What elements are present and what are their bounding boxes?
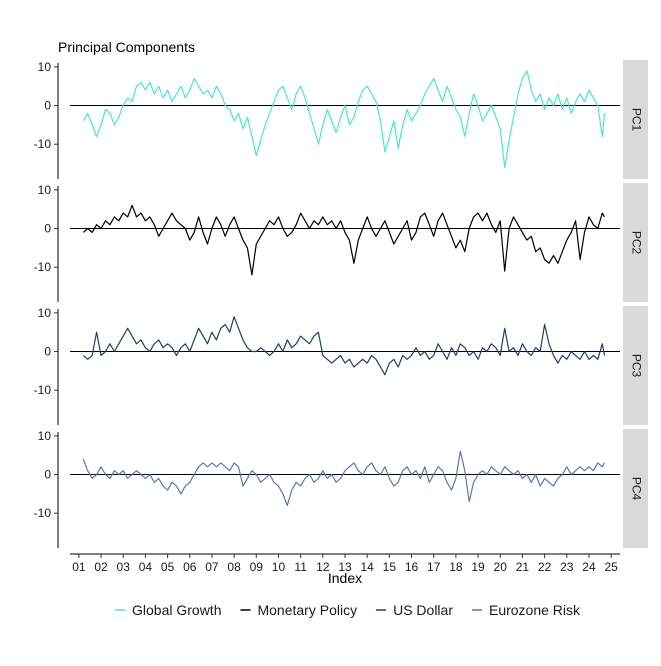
x-tick-label: 20 xyxy=(494,560,508,574)
legend-label: Monetary Policy xyxy=(257,602,357,618)
x-tick-label: 05 xyxy=(161,560,175,574)
x-tick-label: 08 xyxy=(227,560,241,574)
legend-label: US Dollar xyxy=(393,602,453,618)
x-tick-label: 18 xyxy=(449,560,463,574)
y-tick-label: -10 xyxy=(34,260,52,274)
facet-strip xyxy=(623,60,648,179)
legend-label: Global Growth xyxy=(132,602,221,618)
x-tick-label: 21 xyxy=(516,560,530,574)
legend-item: Eurozone Risk xyxy=(471,602,581,618)
series-line-pc4 xyxy=(82,450,606,507)
y-tick-label: 0 xyxy=(44,222,51,236)
panel-pc4: 10 0 -10 PC4 xyxy=(34,429,648,548)
facet-label: PC4 xyxy=(629,477,643,501)
x-tick-label: 16 xyxy=(405,560,419,574)
x-tick-label: 11 xyxy=(294,560,307,574)
x-tick-label: 02 xyxy=(94,560,108,574)
x-tick-label: 19 xyxy=(471,560,485,574)
legend-item: Monetary Policy xyxy=(240,602,357,618)
x-tick-label: 03 xyxy=(117,560,131,574)
panel-pc2: 10 0 -10 PC2 xyxy=(34,183,648,302)
facet-strip xyxy=(623,306,648,425)
y-tick-label: -10 xyxy=(34,506,52,520)
legend-item: Global Growth xyxy=(115,602,221,618)
y-tick-label: 10 xyxy=(38,429,52,443)
x-tick-label: 13 xyxy=(338,560,352,574)
y-tick-label: 10 xyxy=(38,306,52,320)
y-tick-label: -10 xyxy=(34,137,52,151)
y-tick-label: 0 xyxy=(44,468,51,482)
facet-label: PC2 xyxy=(629,231,643,255)
panel-pc3: 10 0 -10 PC3 xyxy=(34,306,648,425)
x-tick-label: 01 xyxy=(72,560,86,574)
series-line-pc1 xyxy=(82,70,606,168)
x-tick-label: 25 xyxy=(604,560,618,574)
facet-label: PC3 xyxy=(629,354,643,378)
x-tick-label: 07 xyxy=(205,560,219,574)
facet-label: PC1 xyxy=(629,108,643,132)
facet-strip xyxy=(623,183,648,302)
x-axis: 01 02 03 04 05 06 07 08 09 10 11 12 13 14 15 16 17 18 19 20… xyxy=(70,553,620,574)
x-tick-label: 12 xyxy=(316,560,330,574)
x-tick-label: 04 xyxy=(139,560,153,574)
x-tick-label: 22 xyxy=(538,560,552,574)
y-tick-label: 10 xyxy=(38,60,52,74)
x-tick-label: 09 xyxy=(250,560,264,574)
series-line-pc3 xyxy=(82,316,606,376)
y-tick-label: 0 xyxy=(44,99,51,113)
legend-label: Eurozone Risk xyxy=(489,602,581,618)
y-tick-label: -10 xyxy=(34,383,52,397)
y-tick-label: 10 xyxy=(38,183,52,197)
x-tick-label: 24 xyxy=(582,560,596,574)
x-tick-label: 23 xyxy=(560,560,574,574)
panels-layer: 10 0 -10 PC1 10 0 -10 PC2 10 0 -10 PC3 10 0 -10 PC4 xyxy=(34,60,648,548)
x-tick-label: 10 xyxy=(272,560,286,574)
facet-strip xyxy=(623,429,648,548)
legend: Global Growth Monetary Policy US Dollar Eur… xyxy=(115,602,581,618)
x-tick-label: 17 xyxy=(427,560,441,574)
y-tick-label: 0 xyxy=(44,345,51,359)
x-tick-label: 14 xyxy=(360,560,374,574)
series-line-pc2 xyxy=(82,204,606,276)
x-axis-title: Index xyxy=(328,570,362,586)
legend-item: US Dollar xyxy=(376,602,453,618)
panel-pc1: 10 0 -10 PC1 xyxy=(34,60,648,179)
x-tick-label: 15 xyxy=(383,560,397,574)
x-tick-label: 06 xyxy=(183,560,197,574)
chart-title: Principal Components xyxy=(58,39,195,55)
